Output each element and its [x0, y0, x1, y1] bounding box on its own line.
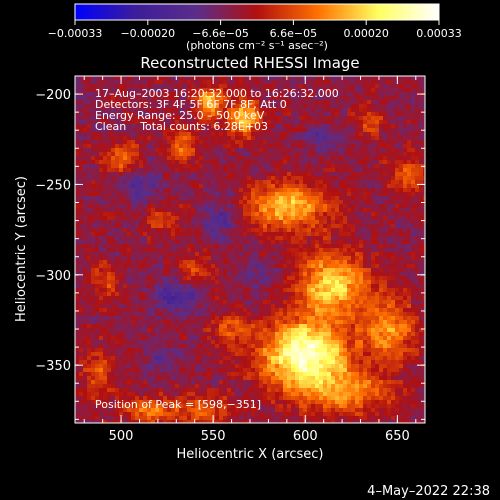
- x-tick-label: 650: [385, 429, 410, 444]
- colorbar-tick-label: 0.00020: [343, 27, 389, 40]
- chart-title: Reconstructed RHESSI Image: [140, 54, 359, 72]
- colorbar-tick-label: 0.00033: [416, 27, 462, 40]
- colorbar-tick-label: −0.00020: [120, 27, 175, 40]
- annotation-peak-position: Position of Peak = [598,−351]: [95, 398, 261, 411]
- colorbar-frame: [74, 3, 440, 21]
- colorbar-tick-label: −0.00033: [48, 27, 103, 40]
- footer-timestamp: 4–May–2022 22:38: [367, 484, 490, 499]
- colorbar-tick-label: 6.6e−05: [270, 27, 317, 40]
- y-tick-label: −350: [35, 359, 71, 374]
- annotation-clean-counts: Clean Total counts: 6.28E+03: [95, 120, 268, 133]
- annotation-detectors: Detectors: 3F 4F 5F 6F 7F 8F, Att 0: [95, 98, 287, 111]
- y-axis-label: Heliocentric Y (arcsec): [14, 176, 29, 322]
- axis-ticks: 500 550 600 650 −200 −250 −300 −350: [35, 75, 425, 444]
- y-tick-label: −300: [35, 269, 71, 284]
- annotation-energy-range: Energy Range: 25.0 – 50.0 keV: [95, 109, 265, 122]
- colorbar: [75, 4, 439, 20]
- x-tick-label: 600: [293, 429, 318, 444]
- annotation-time-range: 17–Aug–2003 16:20:32.000 to 16:26:32.000: [95, 87, 339, 100]
- y-tick-label: −250: [35, 178, 71, 193]
- colorbar-tick-label: −6.6e−05: [192, 27, 249, 40]
- heatmap: [75, 76, 425, 423]
- y-tick-label: −200: [35, 88, 71, 103]
- colorbar-unit-label: (photons cm⁻² s⁻¹ asec⁻²): [186, 39, 328, 52]
- x-tick-label: 500: [109, 429, 134, 444]
- x-tick-label: 550: [201, 429, 226, 444]
- x-axis-label: Heliocentric X (arcsec): [177, 447, 324, 462]
- colorbar-ticks: −0.00033 −0.00020 −6.6e−05 6.6e−05 0.00020 0.…: [48, 20, 462, 40]
